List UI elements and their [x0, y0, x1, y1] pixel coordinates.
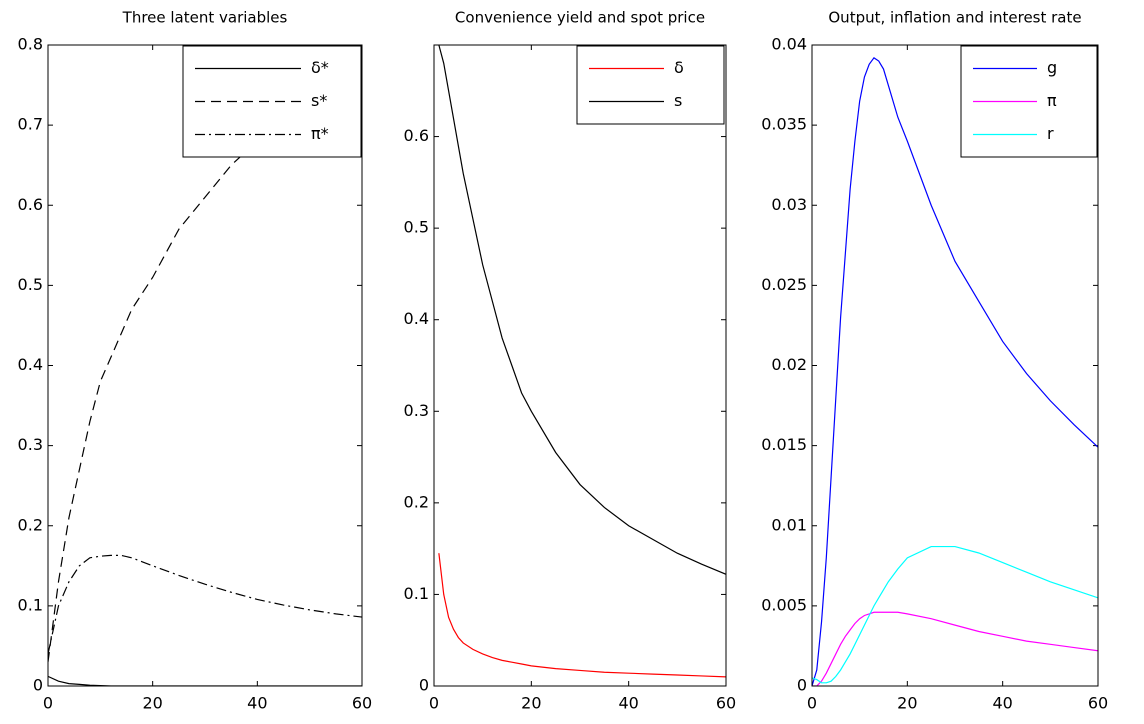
x-tick-label: 60 — [1088, 694, 1108, 713]
legend-label: r — [1047, 124, 1054, 143]
series-line — [48, 675, 362, 686]
y-tick-label: 0.4 — [404, 309, 429, 328]
x-tick-label: 40 — [618, 694, 638, 713]
y-tick-label: 0.3 — [404, 401, 429, 420]
y-tick-label: 0.5 — [18, 275, 43, 294]
subplot: Three latent variables 0 0.1 0.2 0.3 0.4 0.5 0.… — [18, 9, 373, 713]
y-tick-label: 0.8 — [18, 35, 43, 54]
series-group — [812, 57, 1098, 686]
y-tick-label: 0.1 — [404, 584, 429, 603]
legend-box — [182, 45, 362, 158]
legend: δ* s* π* — [182, 45, 362, 158]
x-tick-label: 20 — [142, 694, 162, 713]
y-tick-label: 0.04 — [771, 35, 807, 54]
x-tick-label: 0 — [43, 694, 53, 713]
x-tick-label: 40 — [247, 694, 267, 713]
y-tick-label: 0.025 — [761, 275, 807, 294]
y-tick-label: 0.035 — [761, 115, 807, 134]
series-line — [48, 554, 362, 655]
y-tick-label: 0.01 — [771, 515, 807, 534]
legend-label: g — [1047, 58, 1057, 77]
series-line — [438, 45, 726, 575]
series-line — [812, 611, 1098, 686]
axes-box — [811, 44, 1099, 687]
legend-label: δ — [674, 58, 684, 77]
series-line — [812, 545, 1098, 684]
chart-title: Output, inflation and interest rate — [828, 9, 1081, 27]
x-tick-label: 60 — [716, 694, 736, 713]
x-tick-label: 40 — [992, 694, 1012, 713]
y-tick-label: 0.005 — [761, 595, 807, 614]
y-tick-label: 0.2 — [18, 515, 43, 534]
y-tick-label: 0.2 — [404, 492, 429, 511]
axes-box — [433, 44, 727, 687]
legend-box — [576, 45, 725, 125]
axes-box — [47, 44, 363, 687]
series-line — [812, 57, 1098, 686]
legend-label: s* — [311, 91, 327, 110]
subplot: Output, inflation and interest rate 0 0.00… — [761, 9, 1108, 713]
y-tick-label: 0 — [797, 676, 807, 695]
legend-label: s — [674, 91, 682, 110]
y-tick-label: 0 — [33, 676, 43, 695]
y-tick-label: 0.015 — [761, 435, 807, 454]
chart-title: Three latent variables — [122, 9, 288, 27]
x-tick-label: 20 — [897, 694, 917, 713]
y-tick-label: 0.03 — [771, 195, 807, 214]
x-tick-label: 0 — [429, 694, 439, 713]
y-tick-label: 0.7 — [18, 115, 43, 134]
y-tick-label: 0.5 — [404, 218, 429, 237]
legend-label: π — [1047, 91, 1057, 110]
y-tick-label: 0.6 — [404, 126, 429, 145]
x-tick-label: 60 — [352, 694, 372, 713]
series-group — [438, 45, 726, 678]
subplot: Convenience yield and spot price 0 0.1 0.2 0… — [404, 9, 737, 713]
y-tick-label: 0.1 — [18, 595, 43, 614]
legend: δs — [576, 45, 725, 125]
legend-label: δ* — [311, 58, 329, 77]
y-tick-label: 0.4 — [18, 355, 43, 374]
x-tick-label: 20 — [521, 694, 541, 713]
y-tick-label: 0.02 — [771, 355, 807, 374]
legend-label: π* — [311, 124, 329, 143]
x-tick-label: 0 — [807, 694, 817, 713]
y-tick-label: 0.3 — [18, 435, 43, 454]
y-tick-label: 0.6 — [18, 195, 43, 214]
plot-area — [434, 45, 726, 686]
series-line — [438, 553, 726, 678]
chart-title: Convenience yield and spot price — [455, 9, 705, 27]
y-tick-label: 0 — [419, 676, 429, 695]
legend: gπr — [960, 45, 1098, 158]
